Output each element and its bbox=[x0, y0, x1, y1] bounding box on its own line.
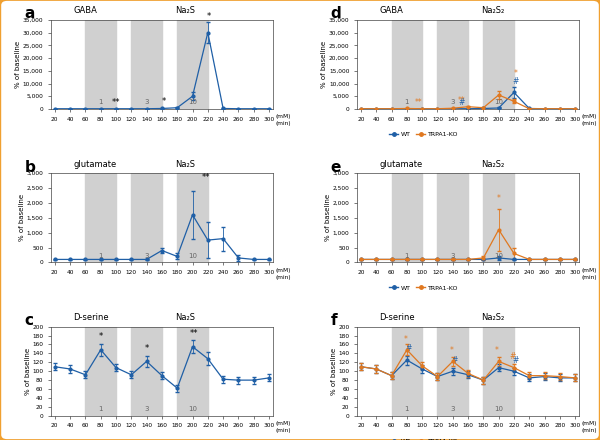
Text: GABA: GABA bbox=[379, 7, 403, 15]
Y-axis label: % of baseline: % of baseline bbox=[331, 348, 337, 395]
Text: glutamate: glutamate bbox=[73, 160, 116, 169]
Text: #: # bbox=[509, 352, 515, 361]
Text: #: # bbox=[512, 356, 518, 365]
Y-axis label: % of baseline: % of baseline bbox=[325, 194, 331, 242]
Text: *: * bbox=[161, 97, 166, 106]
Text: 1: 1 bbox=[404, 253, 409, 259]
Text: 1: 1 bbox=[98, 99, 103, 106]
Text: **: ** bbox=[112, 99, 120, 107]
Text: Na₂S: Na₂S bbox=[175, 313, 195, 322]
Text: Na₂S₂: Na₂S₂ bbox=[481, 313, 505, 322]
Text: Na₂S₂: Na₂S₂ bbox=[481, 7, 505, 15]
Text: f: f bbox=[331, 313, 337, 328]
Bar bbox=[177, 173, 208, 262]
Text: 3: 3 bbox=[451, 406, 455, 412]
Y-axis label: % of baseline: % of baseline bbox=[25, 348, 31, 395]
Text: 10: 10 bbox=[188, 99, 197, 106]
Text: Na₂S₂: Na₂S₂ bbox=[481, 160, 505, 169]
Bar bbox=[437, 20, 468, 109]
Text: 1: 1 bbox=[404, 406, 409, 412]
Text: e: e bbox=[331, 160, 341, 175]
Text: 3: 3 bbox=[145, 253, 149, 259]
Y-axis label: % of baseline: % of baseline bbox=[16, 41, 22, 88]
Bar bbox=[484, 173, 514, 262]
Legend: WT, TRPA1-KO: WT, TRPA1-KO bbox=[386, 129, 461, 140]
Text: (mM): (mM) bbox=[581, 114, 597, 119]
Text: 10: 10 bbox=[188, 253, 197, 259]
Text: Na₂S: Na₂S bbox=[175, 160, 195, 169]
Text: glutamate: glutamate bbox=[379, 160, 422, 169]
Text: 10: 10 bbox=[494, 406, 503, 412]
Bar bbox=[177, 326, 208, 416]
Text: #: # bbox=[459, 98, 465, 106]
Text: (mM): (mM) bbox=[275, 421, 290, 426]
Text: 10: 10 bbox=[494, 253, 503, 259]
Text: **: ** bbox=[190, 329, 199, 338]
Bar bbox=[484, 20, 514, 109]
Bar bbox=[85, 20, 116, 109]
Text: GABA: GABA bbox=[73, 7, 97, 15]
Text: #: # bbox=[451, 356, 457, 365]
Text: *: * bbox=[497, 194, 500, 203]
Y-axis label: % of baseline: % of baseline bbox=[322, 41, 328, 88]
Text: 10: 10 bbox=[494, 99, 503, 106]
Text: **: ** bbox=[415, 98, 422, 107]
Text: 10: 10 bbox=[188, 406, 197, 412]
Text: *: * bbox=[403, 334, 407, 344]
Bar bbox=[85, 326, 116, 416]
Bar bbox=[437, 173, 468, 262]
Bar bbox=[131, 20, 162, 109]
Y-axis label: % of baseline: % of baseline bbox=[19, 194, 25, 242]
Text: *: * bbox=[514, 70, 517, 78]
Text: *: * bbox=[98, 332, 103, 341]
Text: *: * bbox=[449, 346, 453, 355]
Text: (min): (min) bbox=[275, 275, 290, 280]
Text: #: # bbox=[405, 345, 412, 353]
Bar bbox=[392, 326, 422, 416]
Text: 3: 3 bbox=[145, 406, 149, 412]
Text: b: b bbox=[25, 160, 35, 175]
Text: *: * bbox=[495, 346, 499, 355]
Text: (mM): (mM) bbox=[275, 114, 290, 119]
Text: 3: 3 bbox=[451, 99, 455, 106]
Bar bbox=[85, 173, 116, 262]
Text: D-serine: D-serine bbox=[379, 313, 415, 322]
Text: a: a bbox=[25, 7, 35, 22]
Text: **: ** bbox=[202, 173, 211, 182]
Text: **: ** bbox=[458, 96, 466, 105]
Text: #: # bbox=[512, 77, 518, 86]
Bar bbox=[392, 20, 422, 109]
Text: 1: 1 bbox=[98, 253, 103, 259]
Legend: WT, TRPA1-KO: WT, TRPA1-KO bbox=[386, 283, 461, 293]
Text: 1: 1 bbox=[98, 406, 103, 412]
Bar bbox=[484, 326, 514, 416]
Text: 1: 1 bbox=[404, 99, 409, 106]
Text: (mM): (mM) bbox=[581, 421, 597, 426]
Bar bbox=[437, 326, 468, 416]
Text: 3: 3 bbox=[451, 253, 455, 259]
Bar bbox=[392, 173, 422, 262]
Text: (min): (min) bbox=[581, 275, 597, 280]
Text: (min): (min) bbox=[275, 428, 290, 433]
Text: (mM): (mM) bbox=[581, 268, 597, 273]
Text: (mM): (mM) bbox=[275, 268, 290, 273]
Text: (min): (min) bbox=[581, 121, 597, 126]
Bar bbox=[177, 20, 208, 109]
Text: c: c bbox=[25, 313, 34, 328]
Text: 3: 3 bbox=[145, 99, 149, 106]
Bar bbox=[131, 173, 162, 262]
Text: D-serine: D-serine bbox=[73, 313, 109, 322]
Text: d: d bbox=[331, 7, 341, 22]
Bar bbox=[131, 326, 162, 416]
Text: (min): (min) bbox=[275, 121, 290, 126]
Legend: WT, TRPA1-KO: WT, TRPA1-KO bbox=[386, 436, 461, 440]
Text: Na₂S: Na₂S bbox=[175, 7, 195, 15]
Text: (min): (min) bbox=[581, 428, 597, 433]
Text: *: * bbox=[207, 12, 211, 21]
Text: *: * bbox=[145, 345, 149, 353]
